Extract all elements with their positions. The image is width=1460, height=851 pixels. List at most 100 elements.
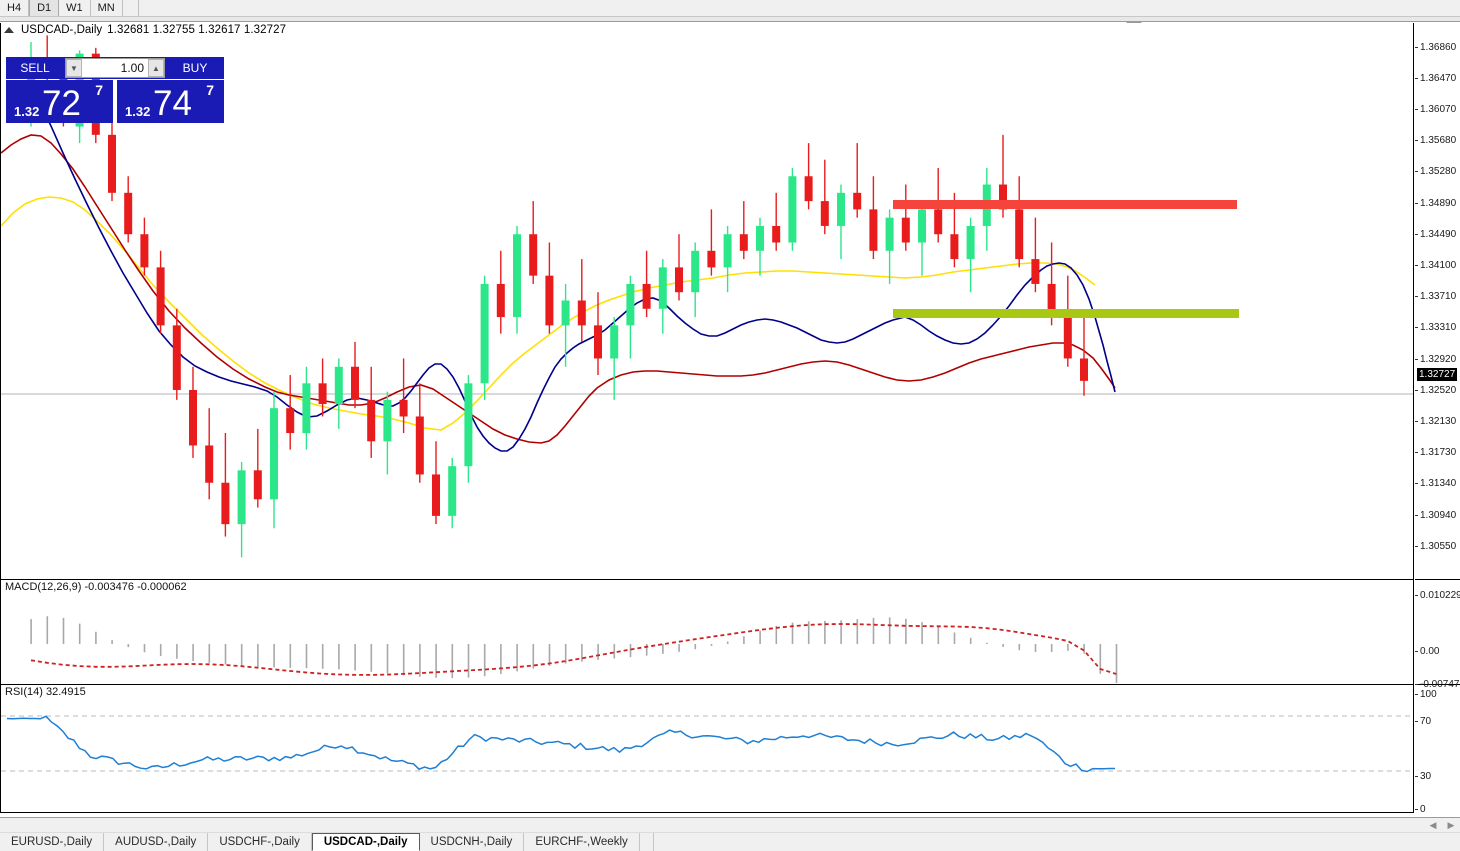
candle-body	[820, 201, 829, 226]
price-scale-axis[interactable]: 1.36860 1.36470 1.36070 1.35680 1.35280 1.348…	[1415, 23, 1460, 815]
toolbar-spacer	[123, 0, 139, 16]
candle-body	[383, 399, 392, 442]
macd-histogram-bar	[581, 644, 583, 662]
sell-button[interactable]: SELL	[6, 57, 64, 79]
timeframe-toolbar: H4 D1 W1 MN	[0, 0, 1460, 17]
macd-histogram-bar	[159, 644, 162, 657]
price-tick-label: 1.36860	[1415, 41, 1456, 53]
macd-histogram-bar	[305, 644, 308, 669]
macd-histogram-bar	[905, 618, 907, 644]
macd-histogram-bar	[419, 644, 421, 677]
tab-usdcnh-daily[interactable]: USDCNH-,Daily	[420, 833, 525, 851]
buy-button[interactable]: BUY	[166, 57, 224, 79]
candle-body	[318, 383, 327, 405]
resistance-line	[893, 200, 1237, 209]
tab-usdcad-daily[interactable]: USDCAD-,Daily	[311, 833, 420, 851]
macd-histogram-bar	[78, 623, 81, 644]
price-pane[interactable]	[1, 23, 1413, 578]
timeframe-mn[interactable]: MN	[90, 0, 123, 16]
sell-price-main: 72	[42, 84, 81, 123]
macd-histogram-bar	[402, 644, 405, 676]
tab-eurusd-daily[interactable]: EURUSD-,Daily	[0, 833, 105, 851]
candle-body	[140, 234, 149, 268]
macd-histogram-bar	[888, 617, 891, 644]
buy-price-box[interactable]: 1.32 74 7	[117, 80, 224, 123]
sell-price-box[interactable]: 1.32 72 7	[6, 80, 113, 123]
symbol-ohlc-values: 1.32681 1.32755 1.32617 1.32727	[107, 24, 287, 36]
price-tick-label: 1.35680	[1415, 135, 1456, 147]
candle-body	[804, 176, 813, 202]
macd-histogram-bar	[62, 617, 65, 644]
price-tick-label: 1.30550	[1415, 540, 1456, 552]
candle-body	[156, 267, 165, 326]
macd-histogram-bar	[208, 644, 211, 663]
macd-histogram-bar	[354, 644, 356, 671]
timeframe-w1[interactable]: W1	[59, 0, 91, 16]
chevron-down-icon[interactable]: ▼	[66, 59, 82, 77]
symbol-header: USDCAD-,Daily 1.32681 1.32755 1.32617 1.…	[4, 24, 286, 36]
ma-blue-line	[38, 100, 1116, 452]
macd-histogram-bar	[111, 640, 113, 644]
candle-body	[869, 209, 878, 251]
macd-histogram-bar	[321, 644, 324, 669]
candle-body	[934, 209, 943, 235]
timeframe-d1-label: D1	[37, 2, 52, 14]
rsi-pane[interactable]: RSI(14) 32.4915	[1, 684, 1413, 812]
timeframe-mn-label: MN	[97, 2, 115, 14]
timeframe-h4[interactable]: H4	[0, 0, 30, 16]
macd-histogram-bar	[30, 619, 32, 644]
tab-label: USDCHF-,Daily	[219, 836, 300, 848]
macd-histogram-bar	[273, 644, 275, 668]
macd-histogram-bar	[370, 644, 373, 672]
macd-histogram-bar	[694, 644, 697, 650]
rsi-tick-label: 0	[1415, 803, 1426, 815]
buy-price-fraction: 7	[206, 82, 214, 98]
chevron-up-icon[interactable]: ▲	[148, 59, 164, 77]
tab-label: AUDUSD-,Daily	[115, 836, 197, 848]
arrow-left-icon[interactable]: ◀	[1429, 819, 1437, 830]
price-tick-label: 1.32520	[1415, 384, 1456, 396]
macd-histogram-bar	[240, 644, 243, 666]
macd-histogram-bar	[645, 644, 648, 656]
tab-bar-spacer	[640, 833, 654, 851]
candle-body	[756, 225, 764, 251]
macd-histogram-bar	[289, 644, 292, 668]
macd-histogram-bar	[46, 616, 49, 644]
one-click-trading-panel[interactable]: SELL ▼ 1.00 ▲ BUY 1.32 72 7 1.32 74 7	[6, 57, 224, 123]
volume-input[interactable]: 1.00	[82, 59, 148, 77]
candle-body	[966, 225, 975, 260]
chart-canvas-container[interactable]: MACD(12,26,9) -0.003476 -0.000062 RSI(14…	[0, 17, 1460, 834]
macd-histogram-bar	[597, 644, 599, 660]
candle-body	[577, 300, 586, 326]
candle-body	[270, 408, 278, 500]
macd-histogram-bar	[824, 620, 826, 644]
plot-area[interactable]: MACD(12,26,9) -0.003476 -0.000062 RSI(14…	[0, 23, 1414, 813]
tab-audusd-daily[interactable]: AUDUSD-,Daily	[104, 833, 209, 851]
macd-indicator-label: MACD(12,26,9) -0.003476 -0.000062	[5, 581, 187, 593]
candle-body	[221, 482, 230, 525]
tab-eurchf-weekly[interactable]: EURCHF-,Weekly	[524, 833, 640, 851]
macd-histogram-bar	[807, 621, 810, 644]
horizontal-scrollbar[interactable]: ◀ ▶	[0, 817, 1460, 832]
candle-body	[367, 399, 376, 442]
macd-tick-label: 0.00	[1415, 645, 1439, 657]
candle-body	[999, 184, 1007, 210]
timeframe-d1[interactable]: D1	[29, 0, 60, 16]
candle-body	[237, 470, 246, 525]
macd-histogram-bar	[224, 644, 227, 665]
macd-pane[interactable]: MACD(12,26,9) -0.003476 -0.000062	[1, 579, 1413, 683]
tab-usdchf-daily[interactable]: USDCHF-,Daily	[208, 833, 312, 851]
macd-histogram-bar	[386, 644, 389, 674]
volume-stepper[interactable]: ▼ 1.00 ▲	[65, 58, 165, 78]
support-line	[893, 309, 1239, 318]
current-price-tag: 1.32727	[1417, 368, 1458, 381]
candle-body	[1080, 358, 1088, 381]
candle-body	[351, 366, 359, 400]
sell-button-label: SELL	[20, 61, 50, 75]
timeframe-h4-label: H4	[7, 2, 22, 14]
triangle-up-icon[interactable]	[4, 27, 14, 33]
tab-label: EURCHF-,Weekly	[535, 836, 628, 848]
macd-histogram-bar	[95, 631, 97, 644]
arrow-right-icon[interactable]: ▶	[1447, 819, 1455, 830]
tab-label: USDCNH-,Daily	[430, 836, 513, 848]
